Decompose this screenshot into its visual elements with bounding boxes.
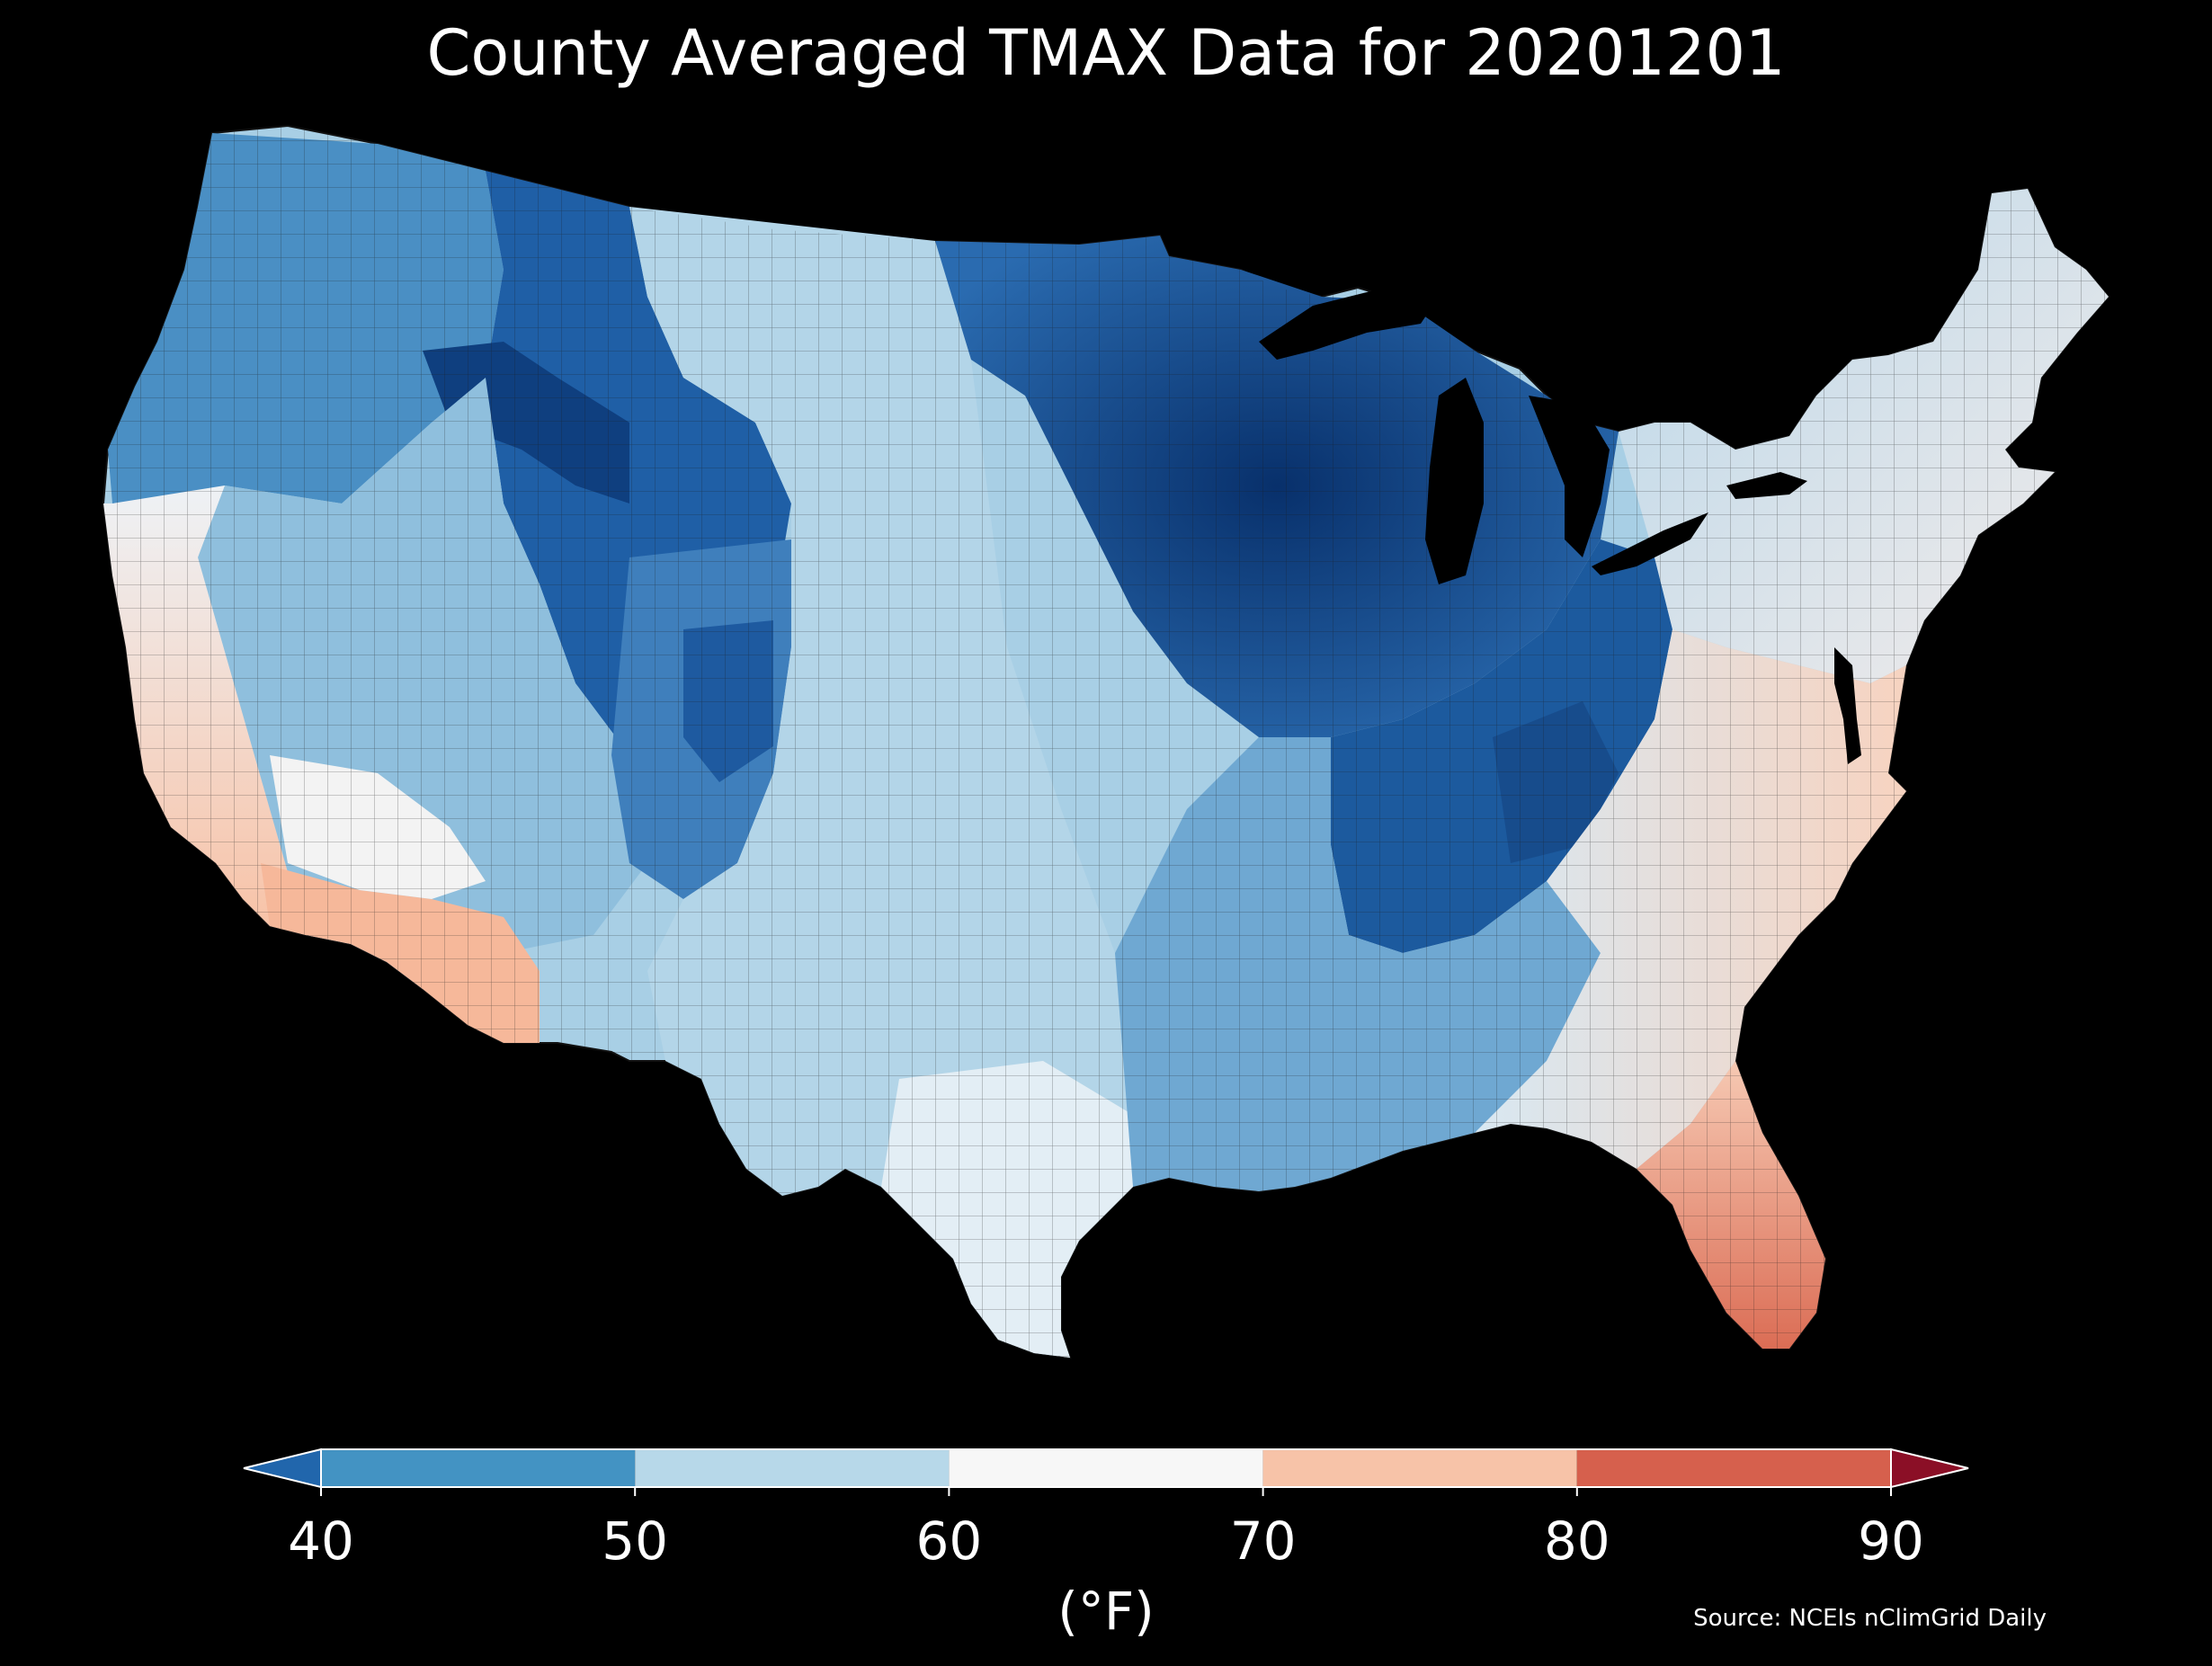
colorbar-frame xyxy=(320,1448,1892,1488)
colorbar-tick-label: 90 xyxy=(1858,1510,1924,1572)
colorbar-bin-70-80 xyxy=(1262,1449,1577,1487)
lake-ontario xyxy=(1726,472,1807,499)
colorbar-extend-high xyxy=(1890,1448,1969,1489)
colorbar-unit-label: (°F) xyxy=(1057,1581,1155,1642)
lake-michigan xyxy=(1425,378,1484,584)
colorbar-tick-label: 50 xyxy=(602,1510,669,1572)
lake-huron xyxy=(1529,396,1610,557)
colorbar-bin-50-60 xyxy=(635,1449,950,1487)
colorbar-tick-label: 80 xyxy=(1543,1510,1610,1572)
map-title: County Averaged TMAX Data for 20201201 xyxy=(426,16,1786,90)
colorbar-extend-low xyxy=(243,1448,322,1489)
colorbar-tick-label: 60 xyxy=(915,1510,983,1572)
colorbar-bin-80-90 xyxy=(1576,1449,1891,1487)
county-boundaries xyxy=(103,126,2109,1358)
colorbar-bin-60-70 xyxy=(949,1449,1263,1487)
colorbar-bin-40-50 xyxy=(321,1449,636,1487)
source-note: Source: NCEIs nClimGrid Daily xyxy=(1693,1605,2047,1632)
lake-superior xyxy=(1259,288,1439,360)
colorbar-tick-label: 40 xyxy=(288,1510,354,1572)
colorbar-tick-label: 70 xyxy=(1229,1510,1297,1572)
chesapeake-bay xyxy=(1834,647,1861,764)
lake-erie xyxy=(1592,512,1708,575)
